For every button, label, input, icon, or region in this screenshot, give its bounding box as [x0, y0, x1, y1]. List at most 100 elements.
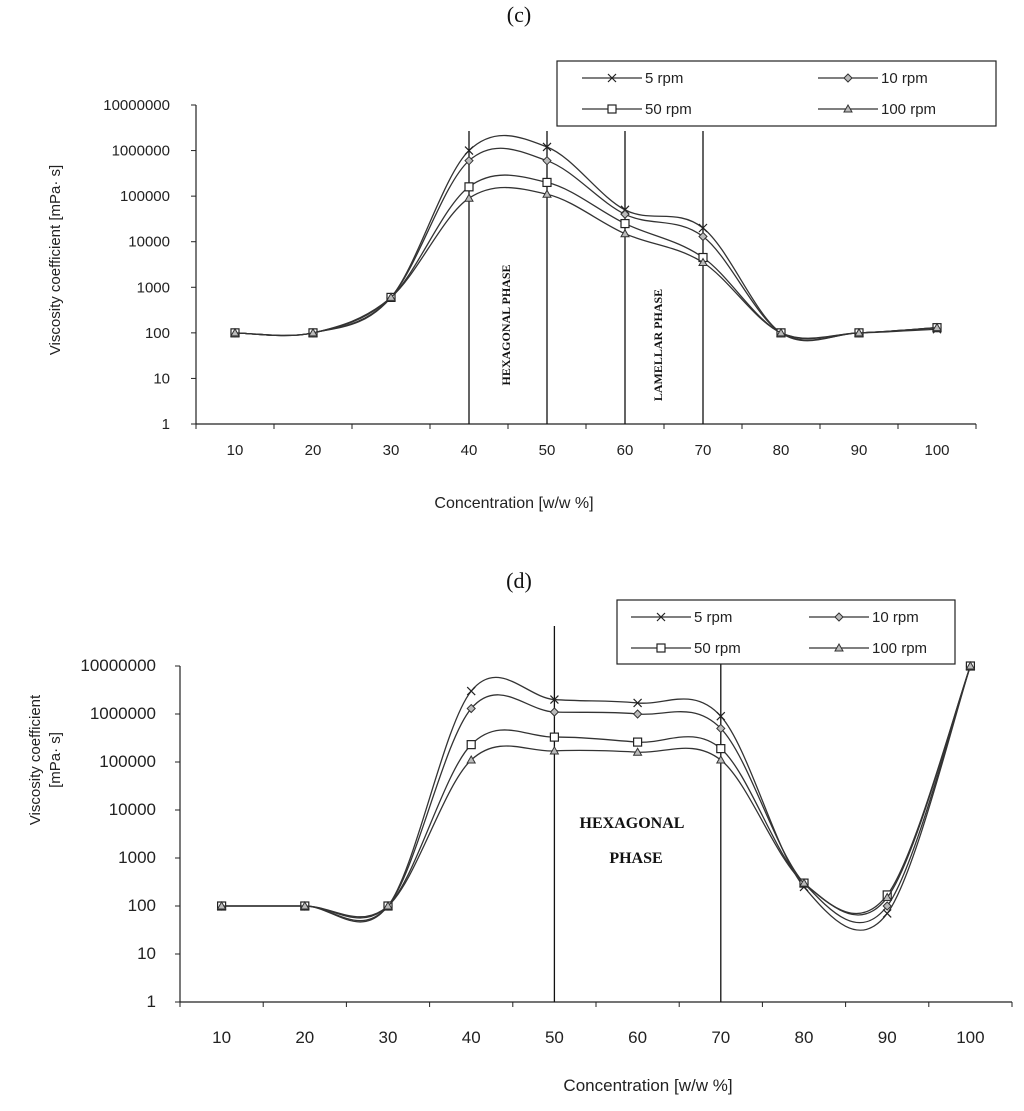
- panel-d-legend-label: 5 rpm: [694, 609, 732, 626]
- panel-c-y-tick-label: 10000000: [103, 97, 170, 114]
- panel-c-x-tick-label: 20: [305, 442, 322, 459]
- panel-c-data-point: [932, 322, 942, 332]
- panel-d-y-tick-label: 10000: [109, 800, 156, 819]
- panel-d-data-point: [882, 901, 892, 911]
- panel-c-data-point: [698, 257, 708, 266]
- panel-c-data-point: [464, 193, 474, 202]
- panel-d-y-axis-title-line2: [mPa· s]: [47, 732, 64, 788]
- panel-c-data-point: [542, 177, 552, 188]
- panel-d-data-point: [632, 709, 643, 719]
- panel-d-data-point: [549, 732, 560, 742]
- panel-d-x-tick-label: 30: [379, 1028, 398, 1047]
- panel-d-data-point: [466, 703, 476, 714]
- panel-d-legend-label: 50 rpm: [694, 640, 741, 657]
- panel-c-legend-marker: [607, 104, 617, 114]
- panel-c-data-point: [698, 231, 708, 242]
- panel-c-hexagonal-phase-label: HEXAGONAL PHASE: [499, 264, 513, 385]
- panel-c-legend-marker: [843, 73, 853, 83]
- panel-d-data-point: [632, 737, 643, 747]
- panel-d-data-point: [549, 707, 560, 717]
- panel-d-data-point: [632, 747, 643, 756]
- panel-c-series-line: [234, 186, 938, 339]
- panel-c-x-axis-title: Concentration [w/w %]: [434, 495, 593, 512]
- panel-d-x-tick-label: 60: [628, 1028, 647, 1047]
- panel-c-data-point: [542, 142, 552, 152]
- panel-d-phase-label: PHASE: [609, 850, 662, 867]
- panel-c-series-line: [234, 147, 938, 341]
- panel-d-data-point: [716, 744, 726, 754]
- panel-c-data-point: [854, 327, 864, 337]
- panel-c-data-point: [464, 155, 474, 166]
- panel-d-x-tick-label: 10: [212, 1028, 231, 1047]
- panel-c-x-tick-label: 70: [695, 442, 712, 459]
- panel-d-y-axis-title-line1: Viscosity coefficient: [27, 694, 44, 825]
- panel-c-x-tick-label: 30: [383, 442, 400, 459]
- panel-d-data-point: [549, 695, 559, 704]
- panel-d-legend-marker: [656, 612, 666, 622]
- panel-c-y-tick-label: 1000: [137, 279, 170, 296]
- panel-c-x-tick-label: 50: [539, 442, 556, 459]
- panel-d-data-point: [216, 900, 227, 910]
- panel-c-y-tick-label: 100: [145, 325, 170, 342]
- panel-c-y-tick-label: 10: [153, 370, 170, 387]
- panel-d-x-tick-label: 40: [462, 1028, 481, 1047]
- panel-d-y-tick-label: 10: [137, 944, 156, 963]
- panel-d-legend-label: 10 rpm: [872, 609, 919, 626]
- panel-c-x-tick-label: 90: [851, 442, 868, 459]
- panel-d-label: (d): [506, 568, 532, 593]
- panel-c-y-tick-label: 100000: [120, 188, 170, 205]
- panel-c-series-line: [234, 174, 938, 340]
- panel-c-x-tick-label: 10: [227, 442, 244, 459]
- panel-d-x-tick-label: 90: [878, 1028, 897, 1047]
- panel-d-data-point: [882, 909, 892, 918]
- panel-d-series-line: [221, 665, 972, 918]
- panel-d-data-point: [965, 660, 976, 670]
- panel-c-legend: 5 rpm 10 rpm 50 rpm 100 rpm: [556, 60, 997, 127]
- panel-d-data-point: [716, 723, 726, 734]
- panel-c-x-tick-label: 80: [773, 442, 790, 459]
- panel-c-legend-marker: [607, 73, 617, 83]
- panel-d-x-tick-label: 80: [795, 1028, 814, 1047]
- panel-c-lamellar-phase-label: LAMELLAR PHASE: [651, 289, 665, 401]
- panel-d-y-tick-label: 1000: [118, 848, 156, 867]
- panel-d-x-axis-title: Concentration [w/w %]: [563, 1076, 732, 1095]
- panel-c-y-tick-label: 10000: [128, 234, 170, 251]
- panel-d-data-point: [466, 740, 476, 750]
- panel-d-data-point: [466, 686, 476, 696]
- panel-d-data-point: [383, 900, 393, 910]
- panel-c-data-point: [776, 327, 786, 337]
- panel-d-data-point: [882, 892, 893, 902]
- panel-d-data-point: [633, 698, 643, 708]
- panel-c-legend-label: 50 rpm: [645, 101, 692, 118]
- panel-d-hexagonal-label: HEXAGONAL: [580, 815, 685, 832]
- panel-c-x-tick-label: 60: [617, 442, 634, 459]
- panel-d-data-point: [716, 711, 726, 721]
- panel-c-data-point: [542, 189, 552, 198]
- panel-c-legend-label: 5 rpm: [645, 70, 683, 87]
- panel-d-legend-marker: [834, 612, 844, 622]
- panel-d-x-tick-label: 100: [956, 1028, 984, 1047]
- panel-d-series-line: [221, 665, 972, 919]
- panel-d-data-point: [549, 745, 560, 755]
- panel-d-x-tick-label: 20: [295, 1028, 314, 1047]
- panel-c-data-point: [620, 218, 630, 229]
- panel-d-x-tick-label: 50: [545, 1028, 564, 1047]
- panel-c-data-point: [230, 327, 240, 337]
- panel-c-legend-label: 10 rpm: [881, 70, 928, 87]
- panel-c-legend-box: [556, 60, 997, 127]
- panel-c-y-tick-label: 1: [162, 416, 170, 433]
- panel-c-legend-label: 100 rpm: [881, 101, 936, 118]
- panel-c-data-point: [308, 327, 318, 337]
- panel-c-x-tick-label: 100: [924, 442, 949, 459]
- panel-d-x-tick-label: 70: [711, 1028, 730, 1047]
- panel-d-series-line: [221, 665, 972, 931]
- panel-c-y-axis-title: Viscosity coefficient [mPa· s]: [47, 165, 64, 355]
- panel-c-x-tick-label: 40: [461, 442, 478, 459]
- panel-d: (d) Viscosity coefficient [mPa· s] Conce…: [27, 568, 1013, 1095]
- panel-c-data-point: [620, 209, 630, 219]
- panel-d-y-tick-label: 1000000: [90, 704, 156, 723]
- panel-c-data-point: [698, 223, 708, 233]
- panel-d-legend-box: [616, 599, 956, 665]
- panel-d-series-line: [221, 665, 972, 924]
